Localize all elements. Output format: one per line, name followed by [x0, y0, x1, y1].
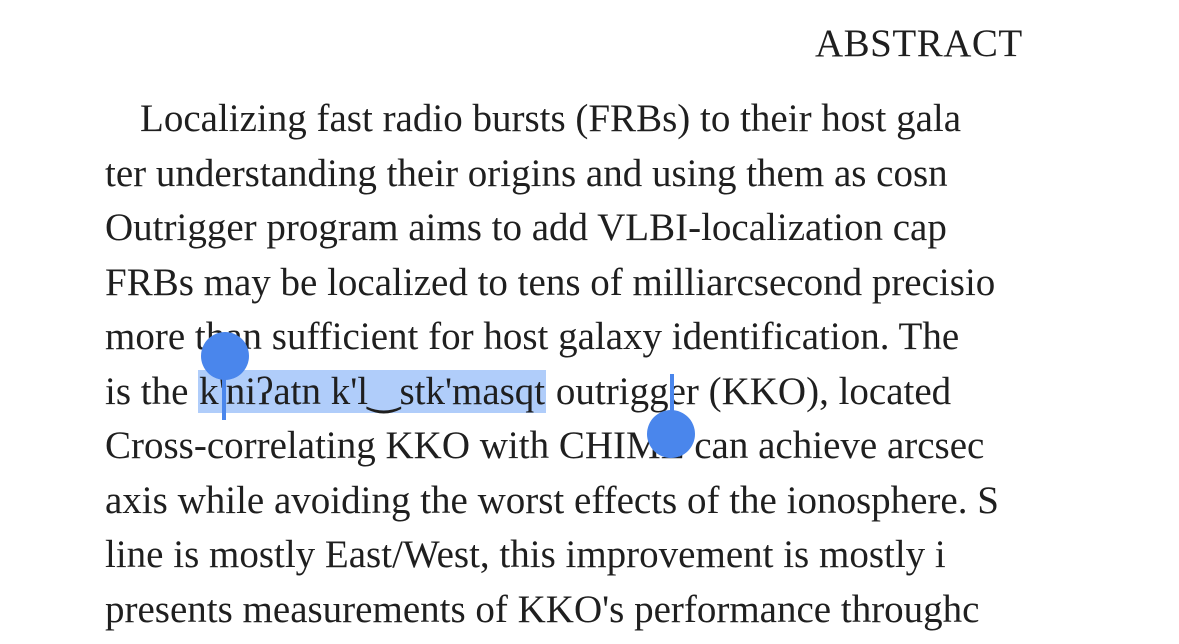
text-line[interactable]: ter understanding their origins and usin… [105, 151, 948, 195]
text-line[interactable]: more than sufficient for host galaxy ide… [105, 315, 960, 358]
text-line[interactable]: presents measurements of KKO's performan… [105, 587, 980, 631]
abstract-heading: ABSTRACT [815, 22, 1023, 65]
selected-text[interactable]: k'niʔatn k'l‿stk'masqt [198, 369, 547, 413]
selection-start-handle[interactable] [201, 332, 249, 380]
text-line[interactable]: Localizing fast radio bursts (FRBs) to t… [140, 97, 962, 140]
selection-end-handle[interactable] [647, 410, 695, 458]
selection-end-caret [670, 374, 674, 420]
selection-start-caret [222, 374, 226, 420]
abstract-body[interactable]: Localizing fast radio bursts (FRBs) to t… [105, 92, 1179, 637]
text-line[interactable]: Outrigger program aims to add VLBI-local… [105, 206, 947, 249]
text-segment[interactable]: outrigger (KKO), located [546, 369, 952, 413]
text-line-with-selection[interactable]: is the k'niʔatn k'l‿stk'masqt outrigger … [105, 365, 1179, 420]
text-line[interactable]: Cross-correlating KKO with CHIME can ach… [105, 424, 985, 467]
text-line[interactable]: FRBs may be localized to tens of milliar… [105, 260, 996, 304]
text-line[interactable]: line is mostly East/West, this improveme… [105, 533, 946, 576]
text-line[interactable]: axis while avoiding the worst effects of… [105, 478, 999, 522]
text-segment[interactable]: is the [105, 369, 199, 413]
